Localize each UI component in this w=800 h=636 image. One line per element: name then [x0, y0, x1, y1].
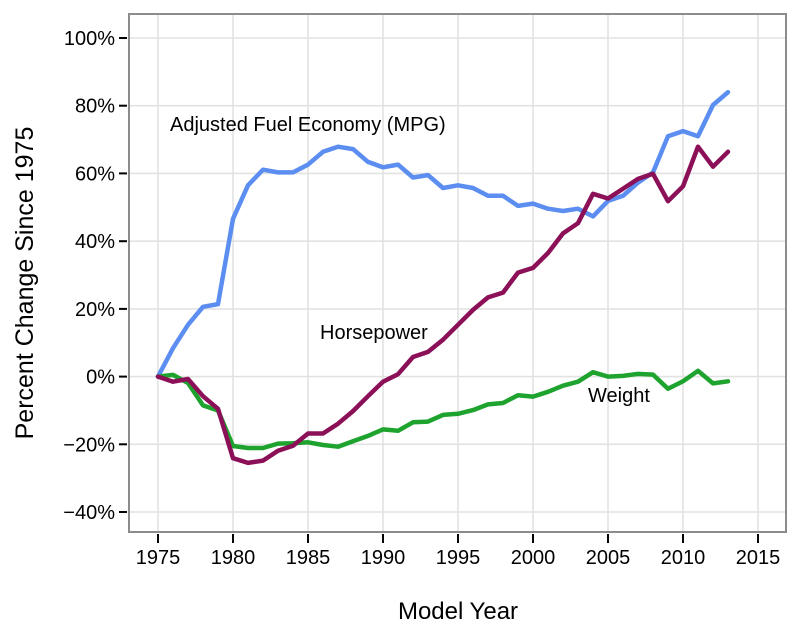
- x-tick-label: 1975: [136, 547, 181, 569]
- y-tick-label: 80%: [75, 96, 115, 118]
- y-tick-label: 40%: [75, 231, 115, 253]
- x-tick-label: 2010: [661, 547, 706, 569]
- plot-border: [128, 13, 787, 533]
- x-tick-label: 2005: [586, 547, 631, 569]
- x-tick-label: 1990: [361, 547, 406, 569]
- y-tick-label: −20%: [63, 434, 115, 456]
- y-tick-label: 60%: [75, 163, 115, 185]
- x-tick-label: 1985: [286, 547, 331, 569]
- series-label-adjusted-fuel-economy: Adjusted Fuel Economy (MPG): [170, 114, 446, 136]
- y-axis-title: Percent Change Since 1975: [11, 126, 39, 440]
- y-tick-label: 20%: [75, 299, 115, 321]
- x-tick-label: 2015: [736, 547, 781, 569]
- x-tick-label: 1995: [436, 547, 481, 569]
- series-line-weight: [155, 368, 731, 451]
- y-tick-label: −40%: [63, 502, 115, 524]
- x-tick-label: 1980: [211, 547, 256, 569]
- series-line-horsepower: [155, 144, 731, 466]
- x-tick-label: 2000: [511, 547, 556, 569]
- y-tick-label: 0%: [86, 367, 115, 389]
- y-tick-label: 100%: [64, 28, 115, 50]
- x-axis-title: Model Year: [397, 598, 519, 625]
- series-line-adjusted-fuel-economy-mpg: [155, 89, 731, 379]
- series-label-horsepower: Horsepower: [320, 322, 428, 344]
- series-label-weight: Weight: [588, 385, 650, 407]
